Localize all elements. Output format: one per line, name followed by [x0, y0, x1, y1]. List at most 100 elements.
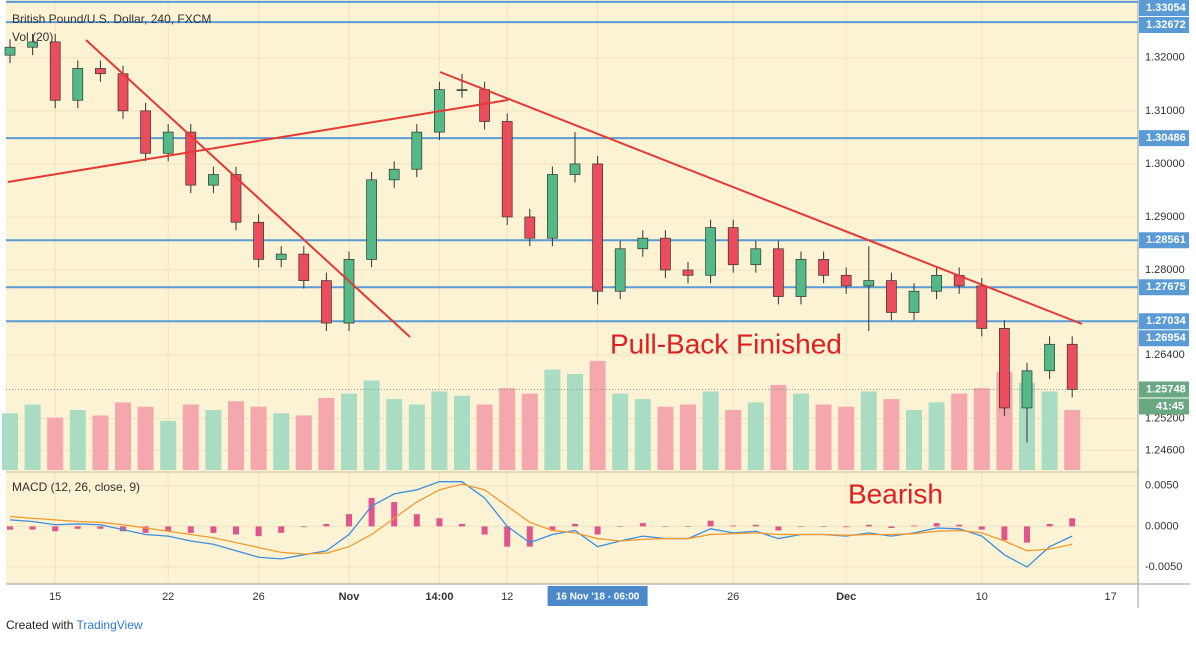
- macd-histogram: [1024, 526, 1030, 543]
- macd-histogram: [255, 526, 262, 537]
- price-label-box: [1139, 17, 1189, 33]
- macd-histogram: [798, 526, 804, 527]
- macd-histogram: [120, 526, 126, 532]
- volume-bar: [612, 393, 629, 470]
- crosshair-label-box: [547, 586, 648, 606]
- candle-body: [1044, 343, 1055, 372]
- x-tick-label: 10: [976, 591, 988, 603]
- candle-body: [366, 179, 377, 260]
- volume-bar: [69, 410, 86, 470]
- price-label: 1.33054: [1146, 2, 1187, 14]
- candle-body: [456, 89, 468, 92]
- macd-histogram: [617, 526, 624, 527]
- candle-body: [4, 46, 16, 56]
- macd-histogram: [594, 526, 601, 535]
- x-tick-label: 26: [252, 591, 264, 603]
- candle-body: [72, 68, 84, 101]
- volume-bar: [295, 415, 312, 470]
- candle-body: [795, 259, 807, 297]
- x-tick-label: 15: [49, 591, 61, 603]
- candle-body: [592, 163, 603, 292]
- marks: [2, 0, 1138, 568]
- macd-histogram: [278, 526, 285, 533]
- candle-body: [185, 131, 197, 186]
- volume-bar: [92, 415, 109, 470]
- countdown-box: [1139, 398, 1189, 415]
- y-tick-label: 0.0050: [1145, 480, 1179, 492]
- macd-histogram: [436, 518, 443, 527]
- candle-body: [501, 121, 513, 218]
- macd-histogram: [29, 526, 36, 530]
- volume-bar: [47, 417, 64, 470]
- candle-body: [863, 280, 875, 287]
- candle-body: [818, 259, 829, 276]
- candle-body: [660, 237, 671, 271]
- annotation: Bearish: [848, 478, 943, 509]
- macd-histogram: [1001, 526, 1008, 541]
- macd-histogram: [820, 526, 827, 527]
- candle-body: [999, 328, 1010, 409]
- price-label-box: [1139, 232, 1189, 249]
- candle-body: [976, 285, 988, 329]
- candle-body: [479, 89, 490, 122]
- price-label-box: [1139, 330, 1189, 347]
- volume-bar: [634, 399, 651, 470]
- y-tick-label: 1.31000: [1145, 105, 1185, 117]
- signal-line: [9, 483, 1073, 555]
- volume-bar: [160, 420, 177, 470]
- candle-body: [1066, 343, 1078, 390]
- macd-histogram: [662, 526, 669, 527]
- macd-histogram: [572, 523, 578, 527]
- volume-bar: [680, 404, 696, 470]
- candle-body: [388, 168, 400, 181]
- candle-body: [547, 174, 558, 239]
- candle-body: [569, 163, 581, 175]
- candle-body: [524, 216, 536, 239]
- y-tick-label: 1.26400: [1145, 349, 1185, 361]
- volume-bar: [973, 388, 990, 470]
- macd-histogram: [459, 523, 465, 527]
- macd-histogram: [1046, 523, 1053, 527]
- price-label-box: [1139, 381, 1189, 398]
- volume-bar: [1064, 410, 1081, 470]
- price-label: 1.25748: [1146, 383, 1186, 395]
- chart-title: British Pound/U.S. Dollar, 240, FXCM: [12, 12, 211, 26]
- volume-bar: [883, 399, 900, 470]
- candle-body: [705, 227, 716, 276]
- macd-histogram: [142, 526, 149, 533]
- candle-body: [230, 174, 242, 223]
- x-tick-label: 26: [727, 591, 739, 603]
- price-label: 1.32672: [1146, 19, 1186, 31]
- trend-line: [7, 99, 509, 183]
- macd-histogram: [323, 523, 330, 527]
- credit-brand[interactable]: TradingView: [76, 618, 143, 632]
- macd-histogram: [300, 526, 307, 528]
- price-label: 1.28561: [1146, 234, 1186, 246]
- candle-body: [411, 131, 423, 170]
- volume-bar: [928, 402, 945, 470]
- candle-body: [750, 248, 762, 266]
- macd-histogram: [730, 525, 737, 527]
- candle-body: [49, 41, 61, 101]
- macd-histogram: [843, 526, 850, 528]
- volume-bar: [589, 360, 606, 470]
- volume-bar: [725, 410, 742, 470]
- x-tick-label: 22: [162, 591, 174, 603]
- credit: Created with TradingView: [6, 618, 143, 632]
- y-tick-label: -0.0050: [1145, 561, 1182, 573]
- macd-histogram: [549, 526, 556, 531]
- x-tick-label: Nov: [339, 591, 361, 603]
- candle-body: [840, 274, 852, 287]
- volume-bar: [137, 406, 154, 470]
- volume-bar: [2, 413, 18, 470]
- trend-line: [85, 39, 411, 338]
- candle-body: [682, 269, 694, 276]
- volume-bar: [747, 402, 764, 470]
- macd-histogram: [413, 514, 420, 527]
- y-tick-label: 0.0000: [1145, 520, 1179, 532]
- candle-body: [253, 221, 264, 260]
- candle-body: [637, 237, 649, 250]
- volume-bar: [838, 406, 855, 470]
- volume-bar: [815, 404, 832, 470]
